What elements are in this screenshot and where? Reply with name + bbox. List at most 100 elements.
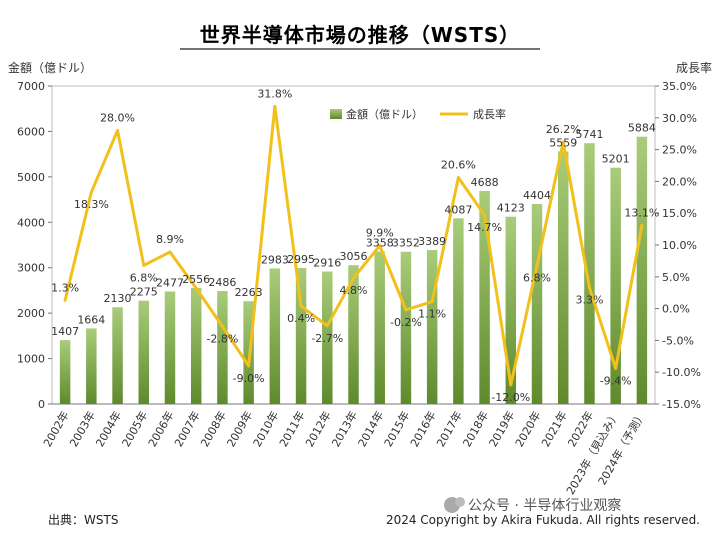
- growth-rate-point: [194, 286, 198, 290]
- y-right-tick-label: -5.0%: [662, 334, 694, 347]
- bar-value-label: 2477: [156, 276, 184, 289]
- bar-value-label: 2263: [235, 286, 263, 299]
- bar: [112, 307, 123, 404]
- bar-value-label: 2995: [287, 253, 315, 266]
- y-left-tick-label: 7000: [17, 80, 45, 93]
- growth-rate-label: -2.8%: [206, 332, 238, 345]
- growth-rate-point: [509, 383, 513, 387]
- growth-rate-point: [142, 263, 146, 267]
- bar-series: [59, 136, 648, 404]
- growth-rate-point: [456, 176, 460, 180]
- legend-bar-label: 金額（億ドル）: [346, 107, 423, 121]
- y-right-tick-label: 5.0%: [662, 271, 690, 284]
- bar-value-label: 3352: [392, 237, 420, 250]
- bar-value-label: 5559: [549, 136, 577, 149]
- bar-value-label: 3056: [340, 250, 368, 263]
- growth-rate-point: [247, 364, 251, 368]
- bar-value-label: 4123: [497, 202, 525, 215]
- y-left-tick-label: 0: [38, 398, 45, 411]
- y-right-tick-label: 25.0%: [662, 144, 697, 157]
- growth-rate-point: [299, 304, 303, 308]
- growth-rate-point: [352, 276, 355, 280]
- growth-rate-point: [640, 223, 644, 227]
- y-left-tick-label: 4000: [17, 216, 45, 229]
- growth-rate-point: [325, 324, 329, 328]
- bar: [86, 328, 97, 404]
- bar: [584, 143, 595, 404]
- y-right-tick-label: 20.0%: [662, 175, 697, 188]
- y-left-tick-label: 1000: [17, 353, 45, 366]
- bar: [348, 265, 359, 404]
- growth-rate-point: [116, 129, 120, 133]
- bar: [636, 136, 648, 404]
- growth-rate-point: [168, 250, 172, 254]
- growth-rate-label: 4.8%: [340, 284, 368, 297]
- growth-rate-label: -0.2%: [390, 316, 422, 329]
- growth-rate-label: 20.6%: [441, 159, 476, 172]
- growth-rate-point: [561, 140, 565, 144]
- y-right-tick-label: -10.0%: [662, 366, 701, 379]
- bar-value-label: 2486: [208, 276, 236, 289]
- bar-value-label: 1407: [51, 325, 79, 338]
- bar: [400, 251, 412, 404]
- growth-rate-label: 8.9%: [156, 233, 184, 246]
- bar-value-label: 2130: [104, 292, 132, 305]
- bar: [479, 191, 490, 404]
- bar-value-label: 5201: [602, 153, 630, 166]
- y-left-tick-label: 5000: [17, 171, 45, 184]
- y-right-tick-label: 0.0%: [662, 303, 690, 316]
- y-left-tick-label: 3000: [17, 262, 45, 275]
- bar-value-label: 5884: [628, 122, 656, 135]
- bar: [217, 291, 228, 404]
- growth-rate-label: 14.7%: [467, 221, 502, 234]
- bar: [138, 300, 150, 404]
- growth-rate-label: 28.0%: [100, 112, 135, 125]
- bar: [295, 267, 307, 404]
- growth-rate-point: [63, 298, 67, 302]
- bar: [426, 250, 438, 404]
- growth-rate-label: 9.9%: [366, 227, 394, 240]
- growth-rate-point: [89, 190, 93, 194]
- growth-rate-label: -12.0%: [491, 391, 530, 404]
- growth-rate-label: 13.1%: [624, 206, 659, 219]
- bar: [505, 216, 517, 404]
- watermark: 公众号 · 半导体行业观察: [444, 497, 621, 514]
- growth-rate-label: 3.3%: [575, 294, 603, 307]
- growth-rate-label: 1.3%: [51, 281, 79, 294]
- bar-value-label: 4087: [444, 203, 472, 216]
- bar-value-label: 1664: [77, 313, 105, 326]
- bar: [610, 167, 621, 404]
- y-right-tick-label: 10.0%: [662, 239, 697, 252]
- y-left-axis-title: 金額（億ドル）: [8, 60, 92, 75]
- growth-rate-label: 6.8%: [523, 271, 551, 284]
- bar-value-label: 5741: [575, 128, 603, 141]
- bar-value-label: 2556: [182, 273, 210, 286]
- bar-value-label: 2983: [261, 253, 289, 266]
- growth-rate-label: -2.7%: [311, 332, 343, 345]
- growth-rate-point: [430, 300, 434, 304]
- growth-rate-label: -9.4%: [600, 374, 632, 387]
- bar: [531, 203, 543, 404]
- bar: [164, 291, 176, 404]
- growth-rate-label: 0.4%: [287, 312, 315, 325]
- bar: [269, 268, 281, 404]
- growth-rate-label: 6.8%: [130, 271, 158, 284]
- bar: [453, 218, 464, 404]
- bar: [190, 287, 202, 404]
- growth-rate-point: [614, 366, 618, 370]
- bar-value-label: 4688: [471, 176, 499, 189]
- growth-rate-point: [483, 213, 487, 217]
- y-right-tick-label: 35.0%: [662, 80, 697, 93]
- growth-rate-label: 31.8%: [257, 87, 292, 100]
- growth-rate-label: 18.3%: [74, 198, 109, 211]
- watermark-text: 公众号 · 半导体行业观察: [468, 497, 621, 514]
- bar-value-label: 3358: [366, 236, 394, 249]
- bar: [322, 271, 333, 404]
- y-right-axis-title: 成長率: [676, 60, 712, 75]
- wechat-icon-bubble: [455, 497, 465, 507]
- bar-value-label: 4404: [523, 189, 551, 202]
- growth-rate-point: [535, 263, 539, 267]
- bar-value-label: 2916: [313, 257, 341, 270]
